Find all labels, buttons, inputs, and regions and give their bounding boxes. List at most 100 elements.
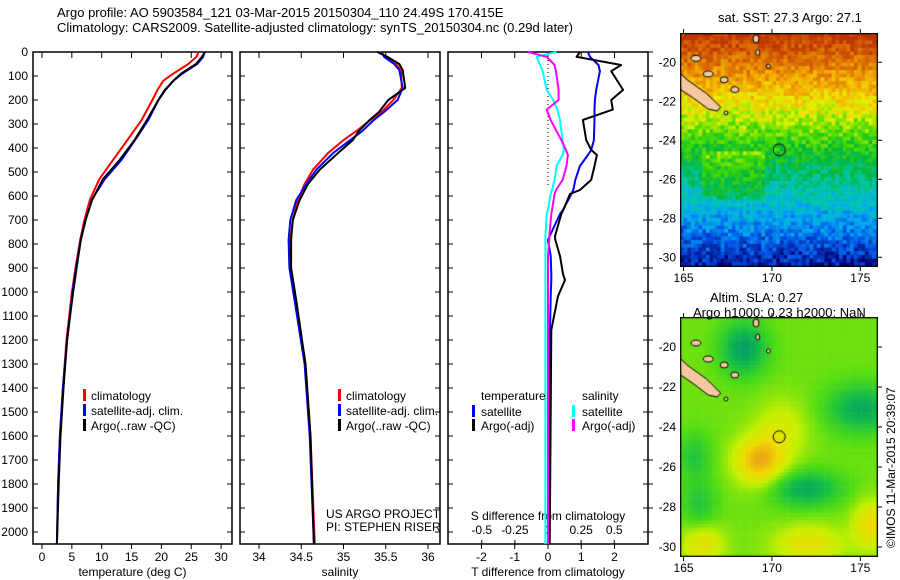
sla-map-subtitle: Argo h1000: 0.23 h2000: NaN bbox=[693, 305, 866, 320]
s-tick-label: 0.25 bbox=[569, 523, 593, 537]
x-axis-label: salinity bbox=[322, 565, 359, 579]
legend-label: satellite-adj. clim. bbox=[91, 404, 183, 418]
x-tick-label: 34 bbox=[252, 550, 266, 564]
x-tick-label: 0 bbox=[39, 550, 46, 564]
sst-map-lat-label: -20 bbox=[659, 55, 677, 69]
legend-label: Argo(..raw -QC) bbox=[91, 419, 176, 433]
profile-panel-3: -2 -1 0 1 2T difference from climatology -0.5… bbox=[447, 51, 653, 579]
legend-swatch bbox=[472, 405, 475, 417]
x-tick-label: 10 bbox=[95, 550, 109, 564]
sla-map-lat-label: -26 bbox=[659, 460, 677, 474]
x-tick-label: 35.5 bbox=[374, 550, 398, 564]
x-tick-label: -1 bbox=[509, 550, 520, 564]
sst-map-lon-label: 170 bbox=[762, 271, 782, 285]
series-line-satellite-adj-clim- bbox=[287, 51, 404, 545]
series-line-argo-raw-qc- bbox=[290, 51, 407, 545]
profile-panel-1: 0 100 200 300 400 500 600 700 800 900 1000 1100 1200… bbox=[1, 45, 233, 579]
x-tick-label: 1 bbox=[578, 550, 585, 564]
y-tick-label: 1500 bbox=[1, 405, 28, 419]
y-tick-label: 1400 bbox=[1, 381, 28, 395]
legend-label: satellite bbox=[481, 405, 522, 419]
x-tick-label: 34.5 bbox=[290, 550, 314, 564]
x-tick-label: 20 bbox=[155, 550, 169, 564]
x-tick-label: 25 bbox=[185, 550, 199, 564]
sst-map-lon-label: 165 bbox=[674, 271, 694, 285]
y-tick-label: 1100 bbox=[2, 309, 28, 323]
series-line-t-satellite bbox=[547, 51, 601, 545]
y-tick-label: 200 bbox=[8, 93, 28, 107]
y-tick-label: 300 bbox=[8, 117, 28, 131]
figure-title-line2: Climatology: CARS2009. Satellite-adjuste… bbox=[57, 20, 573, 35]
x-axis-label: temperature (deg C) bbox=[78, 565, 186, 579]
sst-map-lat-label: -28 bbox=[659, 211, 677, 225]
y-tick-label: 2000 bbox=[1, 525, 28, 539]
legend-label: Argo(..raw -QC) bbox=[346, 419, 431, 433]
x-tick-label: 36 bbox=[421, 550, 435, 564]
x-tick-label: 2 bbox=[611, 550, 618, 564]
y-tick-label: 1300 bbox=[1, 357, 28, 371]
y-tick-label: 100 bbox=[8, 69, 28, 83]
y-tick-label: 1200 bbox=[1, 333, 28, 347]
y-tick-label: 700 bbox=[8, 213, 28, 227]
legend-swatch bbox=[338, 389, 341, 401]
y-tick-label: 400 bbox=[8, 141, 28, 155]
legend-swatch bbox=[338, 419, 341, 431]
s-tick-label: -0.5 bbox=[471, 523, 492, 537]
series-line-s-satellite bbox=[535, 51, 565, 544]
sla-map-lon-label: 170 bbox=[762, 561, 782, 575]
series-line-s-argo-adj- bbox=[527, 51, 569, 544]
y-tick-label: 600 bbox=[8, 189, 28, 203]
profile-panel-2: 34 34.5 35 35.5 36 salinity climatologysatelli… bbox=[239, 51, 441, 579]
sla-map-lon-label: 165 bbox=[674, 561, 694, 575]
legend-title: temperature bbox=[481, 389, 546, 403]
pi-credit: PI: STEPHEN RISER bbox=[326, 520, 441, 534]
sla-map-lat-label: -24 bbox=[659, 420, 677, 434]
legend-title: salinity bbox=[582, 389, 619, 403]
sst-map bbox=[680, 33, 878, 267]
series-line-t-argo-adj- bbox=[548, 51, 625, 545]
sst-map-lon-label: 175 bbox=[850, 271, 870, 285]
x-tick-label: -2 bbox=[476, 550, 487, 564]
sla-map-lat-label: -22 bbox=[659, 380, 677, 394]
legend-swatch bbox=[572, 405, 575, 417]
sst-map-title: sat. SST: 27.3 Argo: 27.1 bbox=[718, 10, 862, 25]
series-line-climatology bbox=[55, 51, 200, 545]
sst-map-lat-label: -26 bbox=[659, 172, 677, 186]
sst-map-lat-label: -22 bbox=[659, 94, 677, 108]
legend-label: climatology bbox=[91, 389, 151, 403]
legend-swatch bbox=[83, 419, 86, 431]
figure-title-line1: Argo profile: AO 5903584_121 03-Mar-2015… bbox=[57, 5, 504, 20]
y-tick-label: 800 bbox=[8, 237, 28, 251]
x-tick-label: 15 bbox=[125, 550, 139, 564]
x-axis-label: T difference from climatology bbox=[471, 565, 625, 579]
legend-swatch bbox=[472, 419, 475, 431]
x-tick-label: 0 bbox=[545, 550, 552, 564]
y-tick-label: 1800 bbox=[1, 477, 28, 491]
y-tick-label: 1700 bbox=[1, 453, 28, 467]
legend-label: satellite bbox=[582, 405, 623, 419]
sla-map-title: Altim. SLA: 0.27 bbox=[710, 290, 804, 305]
sst-map-lat-label: -24 bbox=[659, 133, 677, 147]
series-line-argo-raw-qc- bbox=[55, 51, 206, 545]
y-tick-label: 900 bbox=[8, 261, 28, 275]
legend-label: Argo(-adj) bbox=[582, 419, 635, 433]
y-tick-label: 1000 bbox=[1, 285, 28, 299]
x-tick-label: 5 bbox=[69, 550, 76, 564]
panel-frame bbox=[32, 51, 233, 545]
legend-label: satellite-adj. clim. bbox=[346, 404, 438, 418]
s-tick-label: 0.5 bbox=[606, 523, 623, 537]
sla-map-lat-label: -30 bbox=[659, 540, 677, 554]
x-tick-label: 30 bbox=[214, 550, 228, 564]
legend-swatch bbox=[83, 404, 86, 416]
series-line-satellite-adj-clim- bbox=[55, 51, 206, 545]
sla-map bbox=[680, 317, 878, 557]
sla-map-lon-label: 175 bbox=[850, 561, 870, 575]
legend-swatch bbox=[572, 419, 575, 431]
project-credit: US ARGO PROJECT bbox=[326, 507, 441, 521]
legend-label: Argo(-adj) bbox=[481, 419, 534, 433]
legend-swatch bbox=[338, 404, 341, 416]
y-tick-label: 500 bbox=[8, 165, 28, 179]
series-line-climatology bbox=[289, 51, 403, 545]
y-tick-label: 1900 bbox=[1, 501, 28, 515]
